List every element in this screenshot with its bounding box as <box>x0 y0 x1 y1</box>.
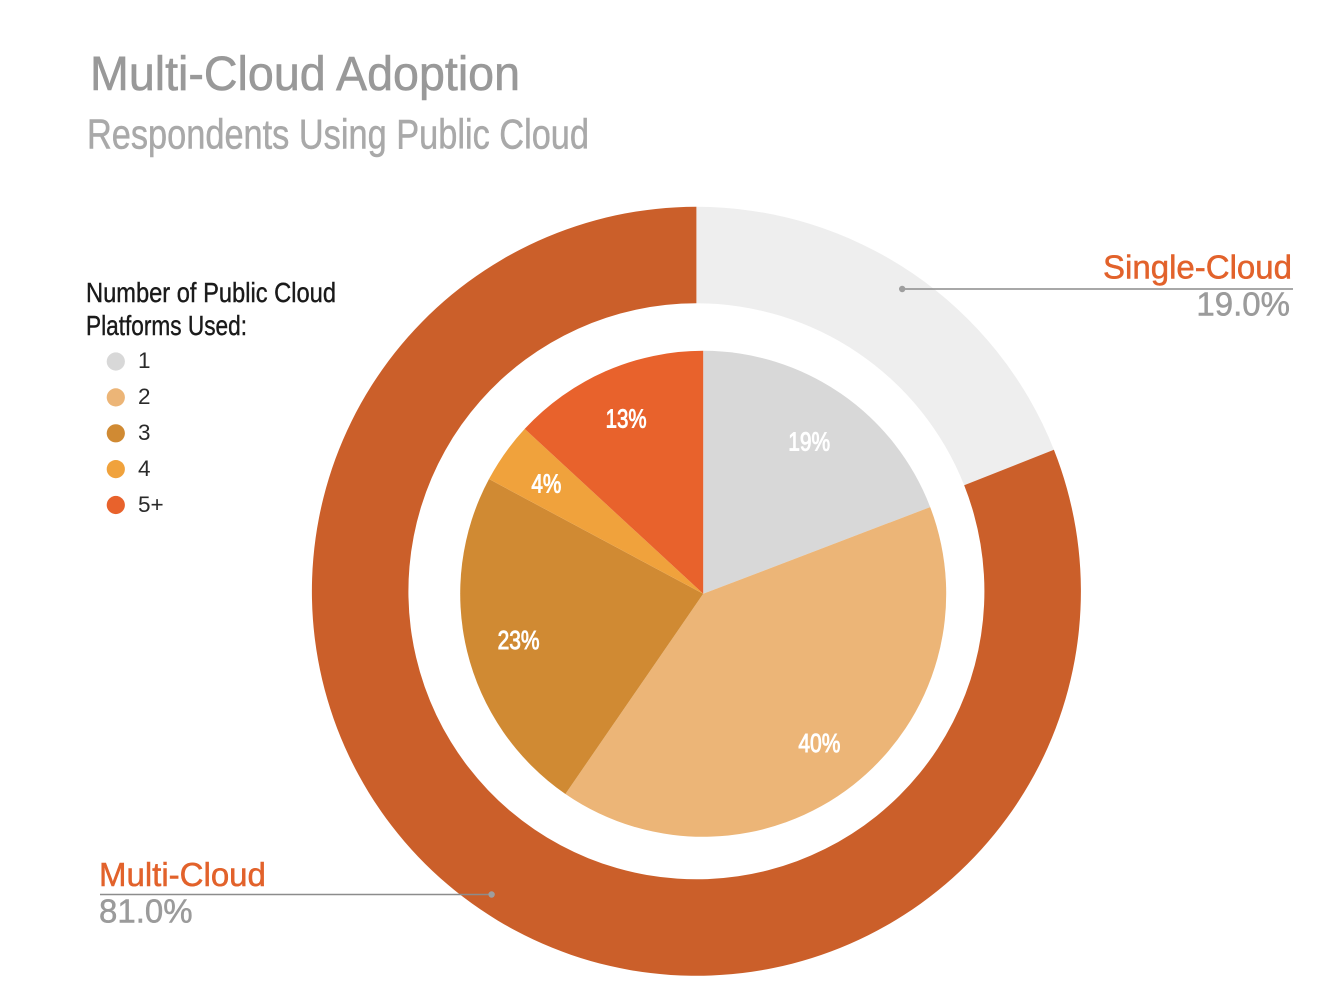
svg-text:5+: 5+ <box>138 492 164 517</box>
svg-text:1: 1 <box>138 348 151 373</box>
svg-text:81.0%: 81.0% <box>99 892 193 929</box>
svg-text:19.0%: 19.0% <box>1196 286 1290 323</box>
svg-text:40%: 40% <box>798 728 840 758</box>
svg-text:Platforms Used:: Platforms Used: <box>86 310 247 341</box>
svg-text:13%: 13% <box>606 404 647 434</box>
svg-text:Multi-Cloud Adoption: Multi-Cloud Adoption <box>90 48 520 101</box>
svg-text:3: 3 <box>138 420 151 445</box>
svg-text:19%: 19% <box>788 427 830 457</box>
svg-text:Number of Public Cloud: Number of Public Cloud <box>86 277 336 308</box>
svg-text:Single-Cloud: Single-Cloud <box>1103 249 1292 286</box>
svg-text:Respondents Using Public Cloud: Respondents Using Public Cloud <box>87 111 589 158</box>
svg-text:4: 4 <box>138 456 151 481</box>
svg-text:Multi-Cloud: Multi-Cloud <box>99 856 266 893</box>
svg-text:4%: 4% <box>531 468 561 498</box>
svg-text:23%: 23% <box>498 625 540 655</box>
svg-text:2: 2 <box>138 384 151 409</box>
